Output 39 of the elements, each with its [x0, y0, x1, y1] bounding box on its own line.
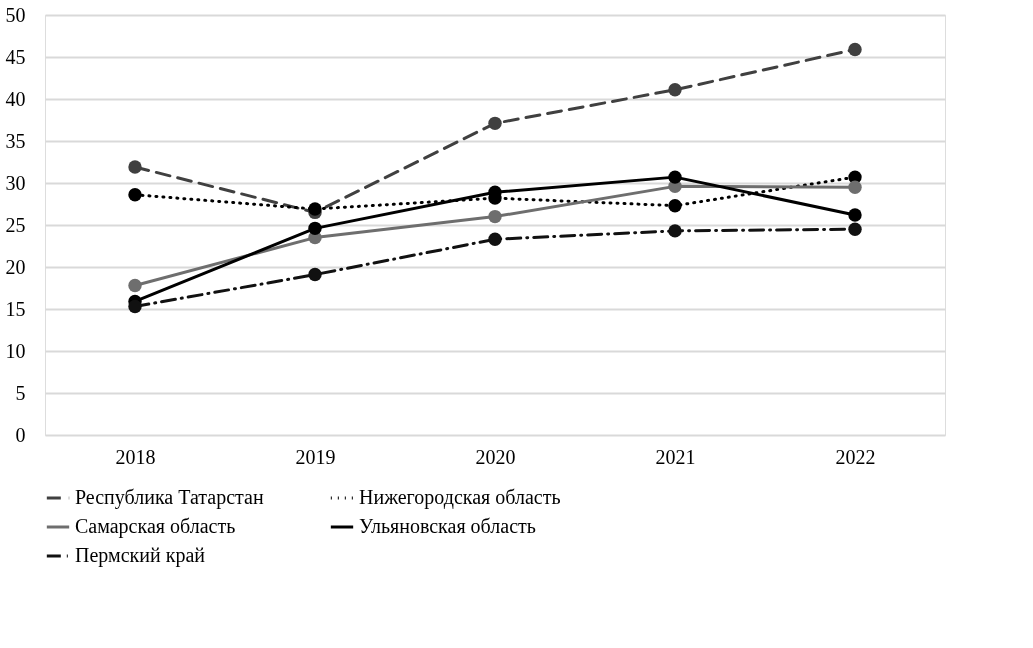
- legend-label: Пермский край: [75, 544, 206, 567]
- y-tick-label: 30: [5, 171, 26, 194]
- y-tick-label: 15: [5, 297, 26, 320]
- point: [128, 299, 142, 314]
- point: [308, 221, 322, 236]
- y-tick-label: 0: [15, 423, 26, 446]
- x-tick-label: 2021: [655, 445, 696, 468]
- point: [128, 160, 142, 174]
- y-tick-label: 45: [5, 45, 26, 68]
- x-tick-label: 2018: [115, 445, 156, 468]
- legend-label: Ульяновская область: [359, 515, 536, 537]
- legend-label: Республика Татарстан: [75, 486, 264, 509]
- y-tick-label: 5: [15, 381, 26, 404]
- point: [848, 42, 862, 57]
- point: [848, 208, 862, 222]
- y-tick-label: 25: [5, 213, 26, 236]
- y-tick-label: 10: [5, 339, 26, 362]
- y-tick-label: 50: [5, 3, 26, 26]
- point: [488, 209, 502, 224]
- x-tick-label: 2022: [835, 445, 876, 468]
- point: [488, 116, 502, 131]
- point: [668, 170, 682, 184]
- point: [128, 278, 142, 293]
- legend-label: Самарская область: [75, 515, 236, 538]
- point: [848, 222, 862, 236]
- x-tick-label: 2019: [295, 445, 336, 468]
- point: [308, 202, 322, 216]
- point: [668, 83, 682, 97]
- y-tick-label: 20: [5, 255, 26, 278]
- point: [668, 198, 682, 213]
- x-tick-label: 2020: [475, 445, 516, 468]
- point: [128, 188, 142, 202]
- y-tick-label: 40: [5, 87, 26, 110]
- point: [848, 180, 862, 194]
- point: [488, 232, 502, 246]
- legend-label: Нижегородская область: [359, 486, 561, 509]
- point: [668, 224, 682, 238]
- y-tick-label: 35: [5, 129, 26, 152]
- point: [308, 267, 322, 282]
